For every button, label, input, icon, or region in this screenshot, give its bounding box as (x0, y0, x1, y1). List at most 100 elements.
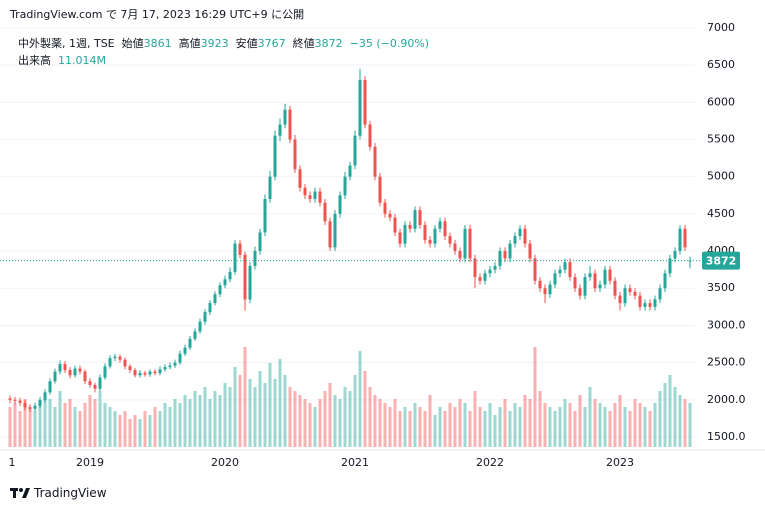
volume-bar (228, 387, 232, 447)
candle-body (468, 228, 472, 259)
volume-bar (663, 383, 667, 447)
volume-bar (273, 379, 277, 447)
candle-body (103, 366, 107, 378)
candle-body (378, 176, 382, 203)
candle-body (323, 202, 327, 222)
change: −35 (−0.90%) (349, 37, 430, 50)
volume-bar (213, 391, 217, 447)
volume-bar (73, 407, 77, 447)
volume-bar (238, 375, 242, 447)
volume-bar (548, 407, 552, 447)
candle-body (143, 373, 147, 375)
candle-body (348, 165, 352, 177)
volume-bar (458, 399, 462, 447)
volume-bar (378, 399, 382, 447)
volume-bar (598, 403, 602, 447)
volume-bar (313, 407, 317, 447)
y-tick-label: 5500 (707, 132, 735, 145)
volume-bar (408, 411, 412, 447)
candle-body (458, 251, 462, 259)
candle-body (283, 109, 287, 125)
volume-bar (203, 387, 207, 447)
candle-body (393, 217, 397, 233)
volume-bar (233, 367, 237, 447)
candle-body (188, 338, 192, 348)
candle-body (578, 288, 582, 296)
candle-body (598, 284, 602, 289)
candle-body (433, 228, 437, 244)
candle-body (438, 221, 442, 229)
volume-bar (513, 403, 517, 447)
volume-bar (538, 391, 542, 447)
candle-body (53, 371, 57, 382)
candle-body (633, 291, 637, 296)
volume-line: 出来高 11.014M (18, 52, 106, 68)
candle-body (638, 295, 642, 307)
volume-bar (468, 411, 472, 447)
candle-body (223, 279, 227, 286)
volume-bar (578, 395, 582, 447)
candle-body (653, 299, 657, 307)
candle-body (178, 353, 182, 363)
candle-body (158, 369, 162, 374)
volume-bar (333, 395, 337, 447)
candle-body (648, 303, 652, 307)
volume-bar (88, 395, 92, 447)
candle-body (528, 243, 532, 259)
volume-bar (343, 387, 347, 447)
volume-bar (498, 407, 502, 447)
volume-bar (158, 411, 162, 447)
candle-body (293, 139, 297, 170)
label: 始値 (121, 37, 144, 50)
volume-bar (133, 415, 137, 447)
candle-body (288, 109, 292, 140)
candle-body (443, 221, 447, 237)
candle-body (258, 232, 262, 252)
candle-body (218, 285, 222, 295)
volume-bar (368, 387, 372, 447)
candle-body (278, 124, 282, 136)
candle-body (253, 251, 257, 266)
volume-bar (168, 407, 172, 447)
volume-bar (373, 395, 377, 447)
candle-body (643, 303, 647, 307)
y-tick-label: 2000.0 (707, 393, 746, 406)
volume-bar (588, 387, 592, 447)
volume-bar (33, 411, 37, 447)
volume-bar (428, 395, 432, 447)
volume-bar (263, 383, 267, 447)
candle-body (478, 277, 482, 281)
candle-body (123, 359, 127, 367)
candle-body (128, 366, 132, 371)
logo: TradingView (10, 486, 107, 500)
candle-body (608, 269, 612, 281)
candle-body (118, 356, 122, 360)
volume-bar (543, 403, 547, 447)
candle-body (38, 399, 42, 406)
volume-bar (143, 411, 147, 447)
candle-body (18, 400, 22, 403)
volume-bar (533, 347, 537, 447)
candle-body (48, 381, 52, 393)
volume-bar (318, 399, 322, 447)
volume-bar (23, 399, 27, 447)
x-tick-label: 1 (9, 456, 16, 469)
volume-bar (433, 415, 437, 447)
candle-body (368, 124, 372, 147)
candle-body (8, 398, 12, 400)
volume-bar (43, 395, 47, 447)
y-tick-label: 5000 (707, 170, 735, 183)
volume-bar (678, 395, 682, 447)
volume-bar (283, 375, 287, 447)
candle-body (298, 169, 302, 188)
candle-body (533, 258, 537, 281)
candle-body (618, 295, 622, 304)
volume-bar (258, 371, 262, 447)
volume-bar (123, 411, 127, 447)
volume-bar (63, 403, 67, 447)
volume-bar (633, 399, 637, 447)
x-tick-label: 2019 (76, 456, 104, 469)
candle-body (13, 399, 17, 401)
candle-body (93, 384, 97, 389)
candle-body (453, 243, 457, 252)
